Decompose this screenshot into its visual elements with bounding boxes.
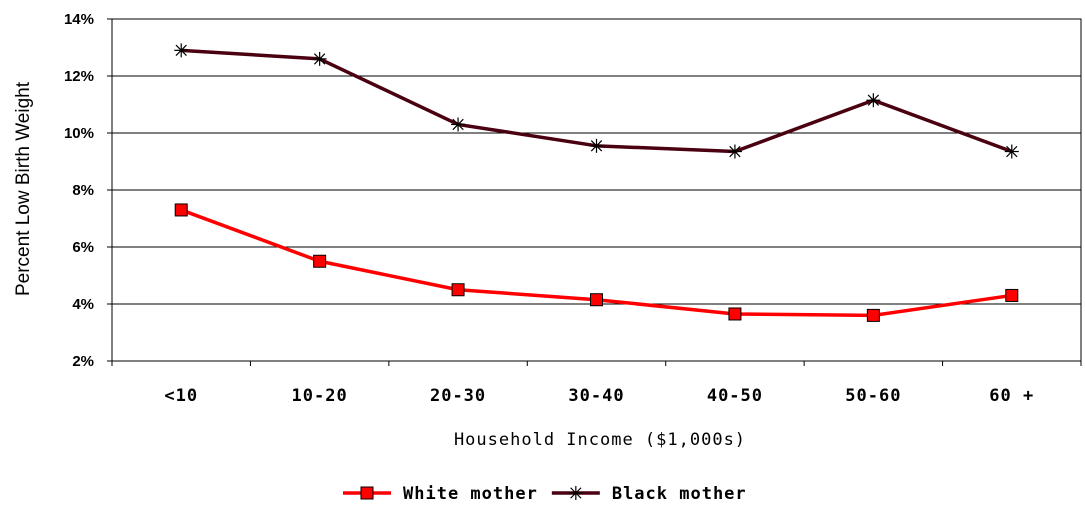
data-point-square — [313, 254, 327, 268]
data-point-square — [590, 293, 603, 307]
y-tick-label: 14% — [64, 11, 94, 28]
legend-label: Black mother — [612, 484, 747, 504]
y-axis-ticks: 2% 4% 6% 8% 10% 12% 14% — [64, 11, 112, 370]
y-tick-label: 6% — [72, 239, 94, 256]
data-point-asterisk — [312, 51, 327, 66]
data-point-asterisk — [568, 486, 583, 500]
x-tick-label: <10 — [164, 386, 198, 406]
y-tick-label: 4% — [72, 296, 94, 313]
x-tick-label: 50-60 — [845, 386, 901, 406]
y-axis-label: Percent Low Birth Weight — [13, 81, 34, 296]
x-axis-ticks: <10 10-20 20-30 30-40 40-50 50-60 60 + — [111, 361, 1082, 406]
series-layer — [174, 43, 1019, 322]
legend-label: White mother — [403, 484, 538, 504]
data-point-square — [360, 486, 374, 500]
data-point-asterisk — [589, 138, 604, 153]
data-point-square — [728, 307, 742, 321]
legend-item: Black mother — [551, 484, 747, 504]
data-point-asterisk — [1004, 144, 1019, 159]
series-white-mother — [174, 203, 1019, 322]
x-tick-label: 40-50 — [707, 386, 763, 406]
y-tick-label: 12% — [64, 68, 94, 85]
data-point-asterisk — [727, 144, 742, 159]
legend-item: White mother — [343, 484, 538, 504]
x-axis-label: Household Income ($1,000s) — [454, 430, 746, 450]
gridlines — [112, 75, 1081, 305]
data-point-square — [174, 203, 188, 217]
legend: White mother Black mother — [343, 484, 747, 504]
y-tick-label: 8% — [72, 182, 94, 199]
y-tick-label: 10% — [64, 125, 94, 142]
series-black-mother — [174, 43, 1019, 159]
data-point-asterisk — [174, 43, 189, 58]
y-tick-label: 2% — [72, 353, 94, 370]
x-tick-label: 20-30 — [430, 386, 486, 406]
data-point-asterisk — [451, 117, 466, 132]
x-tick-label: 10-20 — [292, 386, 348, 406]
x-tick-label: 30-40 — [568, 386, 624, 406]
data-point-asterisk — [866, 93, 881, 108]
data-point-square — [451, 283, 465, 297]
data-point-square — [1005, 288, 1019, 302]
data-point-square — [866, 308, 880, 322]
x-tick-label: 60 + — [989, 386, 1034, 406]
